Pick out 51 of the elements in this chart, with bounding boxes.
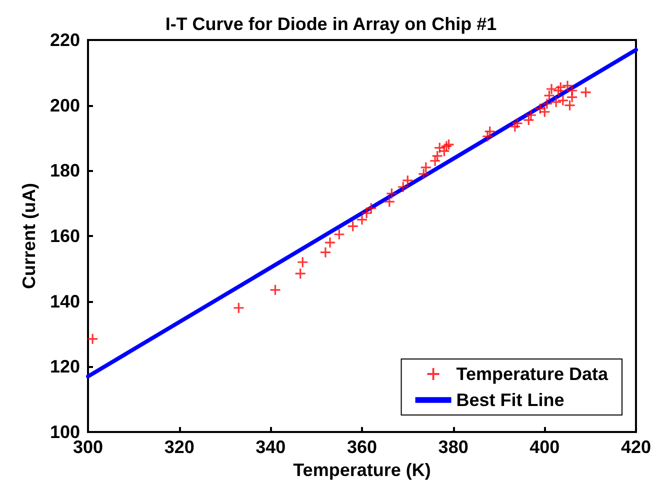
point (526, 110, 536, 120)
point (88, 334, 98, 344)
x-tick-label: 380 (438, 437, 468, 457)
x-tick-label: 300 (72, 437, 104, 457)
point (325, 238, 336, 248)
point (298, 257, 308, 268)
point (386, 188, 397, 199)
point (398, 182, 408, 192)
chart-title: I-T Curve for Diode in Array on Chip #1 (165, 14, 497, 34)
x-tick-label: 420 (620, 437, 652, 457)
point (432, 150, 442, 161)
y-tick-label: 200 (50, 95, 80, 116)
y-tick-label: 120 (50, 356, 80, 377)
point (512, 118, 522, 128)
point (544, 90, 554, 101)
point (564, 100, 575, 110)
point (366, 203, 376, 214)
y-tick-label: 140 (50, 291, 80, 312)
point (567, 86, 578, 96)
point (234, 302, 244, 313)
point (546, 84, 557, 94)
y-tick-label: 220 (50, 30, 80, 50)
x-tick-label: 320 (164, 437, 194, 457)
point (562, 80, 572, 91)
x-tick-label: 360 (346, 437, 378, 457)
point (540, 106, 550, 117)
legend-label: Temperature Data (456, 364, 609, 384)
point (542, 98, 552, 109)
point (295, 268, 306, 279)
point (384, 196, 394, 207)
point (484, 126, 495, 136)
x-axis-title: Temperature (K) (293, 460, 431, 480)
point (418, 168, 429, 179)
point (556, 82, 566, 92)
point (402, 175, 413, 186)
point (334, 229, 344, 240)
point (580, 87, 591, 98)
point (558, 95, 568, 106)
point (356, 214, 367, 225)
point (420, 162, 431, 172)
point (348, 221, 358, 232)
y-axis-title: Current (uA) (19, 183, 39, 289)
y-tick-label: 160 (50, 226, 80, 246)
legend-label: Best Fit Line (456, 390, 564, 410)
point (320, 247, 330, 258)
x-tick-label: 340 (256, 437, 286, 457)
point (444, 140, 454, 150)
x-tick-label: 400 (530, 437, 560, 457)
y-tick-label: 180 (50, 160, 80, 181)
point (551, 97, 562, 108)
point (270, 284, 280, 295)
